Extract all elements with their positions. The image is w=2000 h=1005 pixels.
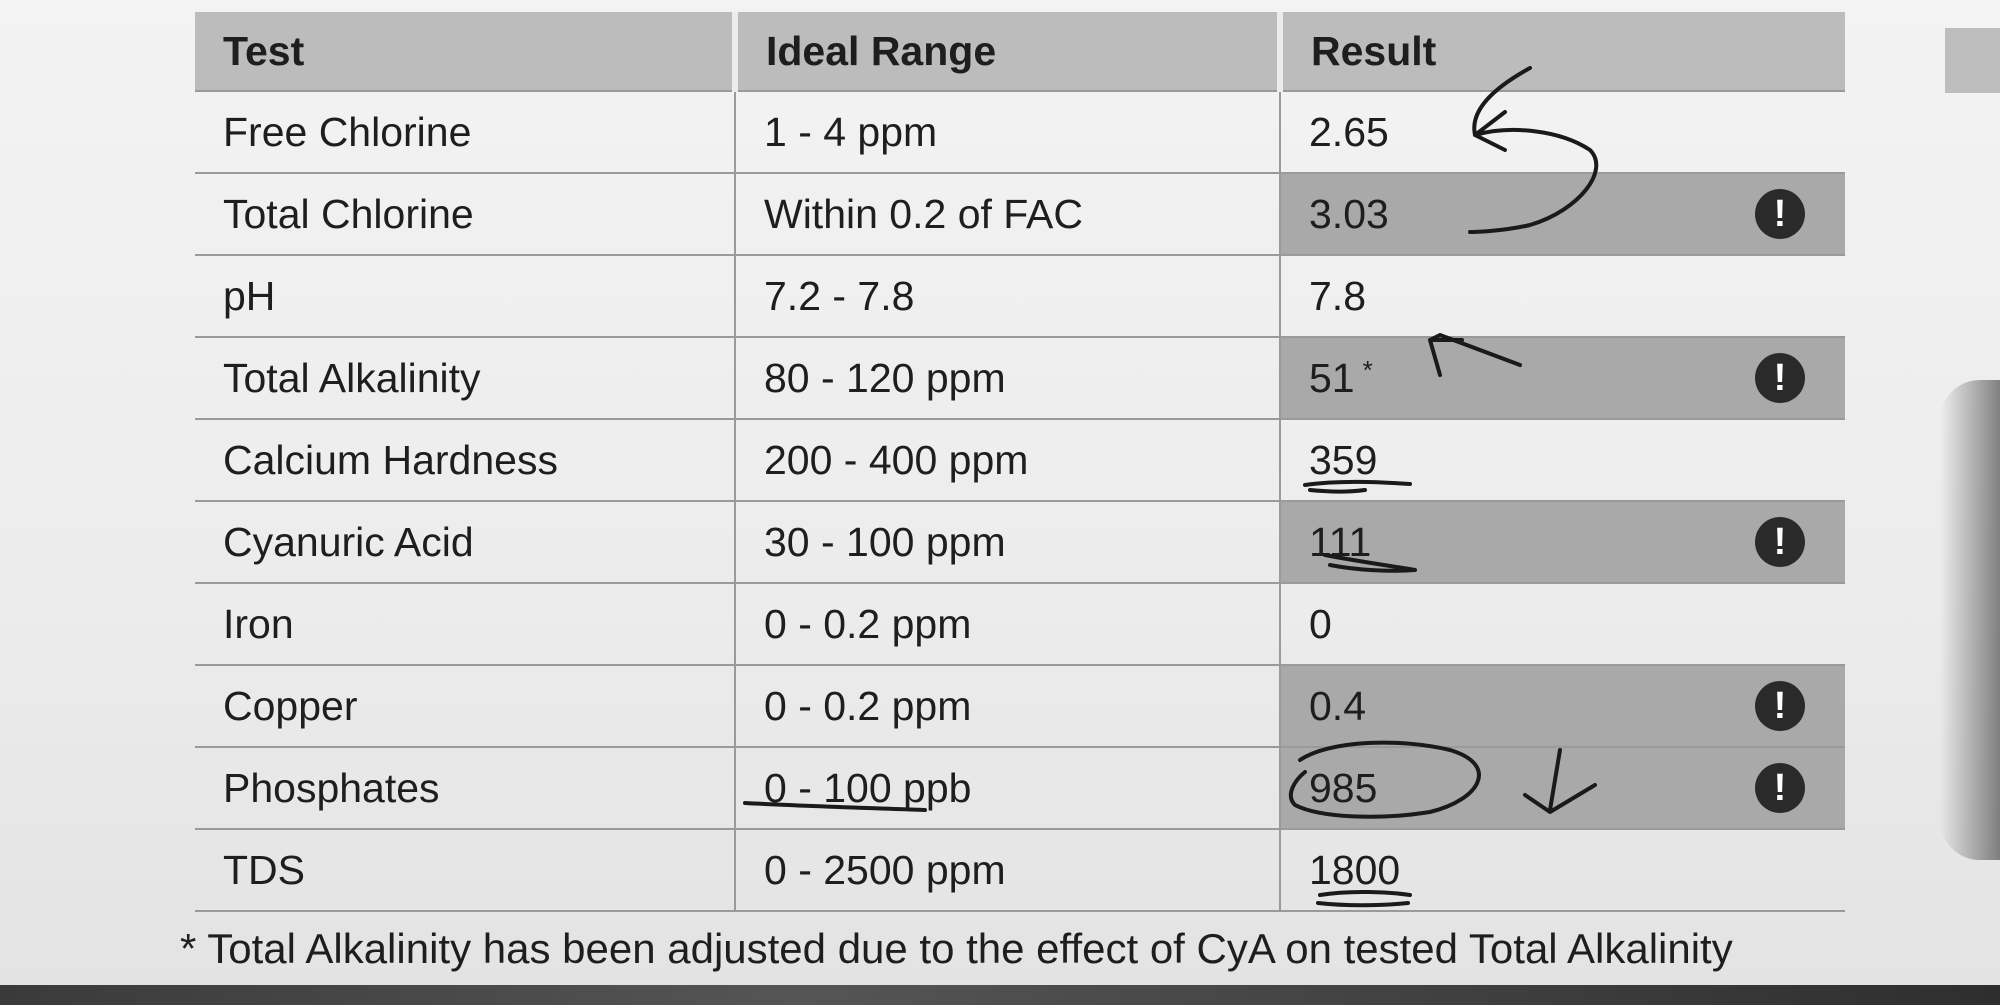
page-edge-tab	[1945, 28, 2000, 93]
ideal-range: 0 - 2500 ppm	[735, 829, 1281, 912]
test-name: Iron	[195, 583, 736, 666]
table-header-row: Test Ideal Range Result	[195, 12, 1845, 92]
ideal-range: Within 0.2 of FAC	[735, 173, 1281, 256]
ideal-range: 200 - 400 ppm	[735, 419, 1281, 502]
ideal-range: 0 - 0.2 ppm	[735, 583, 1281, 666]
background-surface	[0, 985, 2000, 1005]
alert-icon: !	[1755, 763, 1805, 813]
ideal-range: 1 - 4 ppm	[735, 91, 1281, 174]
result-cell: 1800	[1280, 829, 1845, 912]
header-ideal-range: Ideal Range	[735, 12, 1283, 92]
result-cell: 3.03!	[1280, 173, 1845, 256]
result-cell: 0.4!	[1280, 665, 1845, 748]
table-row-copper: Copper 0 - 0.2 ppm 0.4!	[195, 665, 1845, 748]
page-curl-shadow	[1940, 380, 2000, 860]
water-test-results-table: Test Ideal Range Result Free Chlorine 1 …	[195, 12, 1845, 912]
result-value: 3.03	[1309, 190, 1389, 237]
test-name: Total Alkalinity	[195, 337, 736, 420]
table-row-total-chlorine: Total Chlorine Within 0.2 of FAC 3.03!	[195, 173, 1845, 256]
result-cell: 0	[1280, 583, 1845, 666]
alert-icon: !	[1755, 681, 1805, 731]
header-result: Result	[1280, 12, 1845, 92]
result-cell: 2.65	[1280, 91, 1845, 174]
result-value: 2.65	[1309, 108, 1389, 155]
result-cell: 51 *!	[1280, 337, 1845, 420]
result-value: 359	[1309, 436, 1378, 483]
asterisk-mark: *	[1362, 354, 1373, 385]
ideal-range: 7.2 - 7.8	[735, 255, 1281, 338]
table-row-free-chlorine: Free Chlorine 1 - 4 ppm 2.65	[195, 91, 1845, 174]
ideal-range: 0 - 0.2 ppm	[735, 665, 1281, 748]
test-name: Free Chlorine	[195, 91, 736, 174]
footnote: * Total Alkalinity has been adjusted due…	[180, 925, 1733, 973]
footnote-marker: *	[180, 925, 197, 972]
result-value: 111	[1309, 518, 1372, 565]
ideal-range: 0 - 100 ppb	[735, 747, 1281, 830]
result-value: 1800	[1309, 846, 1401, 893]
result-value: 51	[1309, 354, 1355, 401]
result-cell: 7.8	[1280, 255, 1845, 338]
result-value: 7.8	[1309, 272, 1366, 319]
result-cell: 985!	[1280, 747, 1845, 830]
result-cell: 111!	[1280, 501, 1845, 584]
ideal-range: 30 - 100 ppm	[735, 501, 1281, 584]
table-row-ph: pH 7.2 - 7.8 7.8	[195, 255, 1845, 338]
header-test: Test	[195, 12, 738, 92]
test-name: Total Chlorine	[195, 173, 736, 256]
result-value: 985	[1309, 764, 1378, 811]
test-name: Phosphates	[195, 747, 736, 830]
result-cell: 359	[1280, 419, 1845, 502]
table-row-cyanuric-acid: Cyanuric Acid 30 - 100 ppm 111!	[195, 501, 1845, 584]
test-name: pH	[195, 255, 736, 338]
alert-icon: !	[1755, 189, 1805, 239]
table-row-calcium-hardness: Calcium Hardness 200 - 400 ppm 359	[195, 419, 1845, 502]
table-row-phosphates: Phosphates 0 - 100 ppb 985!	[195, 747, 1845, 830]
test-name: Copper	[195, 665, 736, 748]
result-value: 0.4	[1309, 682, 1366, 729]
table-row-total-alkalinity: Total Alkalinity 80 - 120 ppm 51 *!	[195, 337, 1845, 420]
table-row-iron: Iron 0 - 0.2 ppm 0	[195, 583, 1845, 666]
alert-icon: !	[1755, 517, 1805, 567]
result-value: 0	[1309, 600, 1332, 647]
test-name: TDS	[195, 829, 736, 912]
table-row-tds: TDS 0 - 2500 ppm 1800	[195, 829, 1845, 912]
footnote-text: Total Alkalinity has been adjusted due t…	[207, 925, 1733, 972]
test-name: Cyanuric Acid	[195, 501, 736, 584]
alert-icon: !	[1755, 353, 1805, 403]
ideal-range: 80 - 120 ppm	[735, 337, 1281, 420]
test-name: Calcium Hardness	[195, 419, 736, 502]
